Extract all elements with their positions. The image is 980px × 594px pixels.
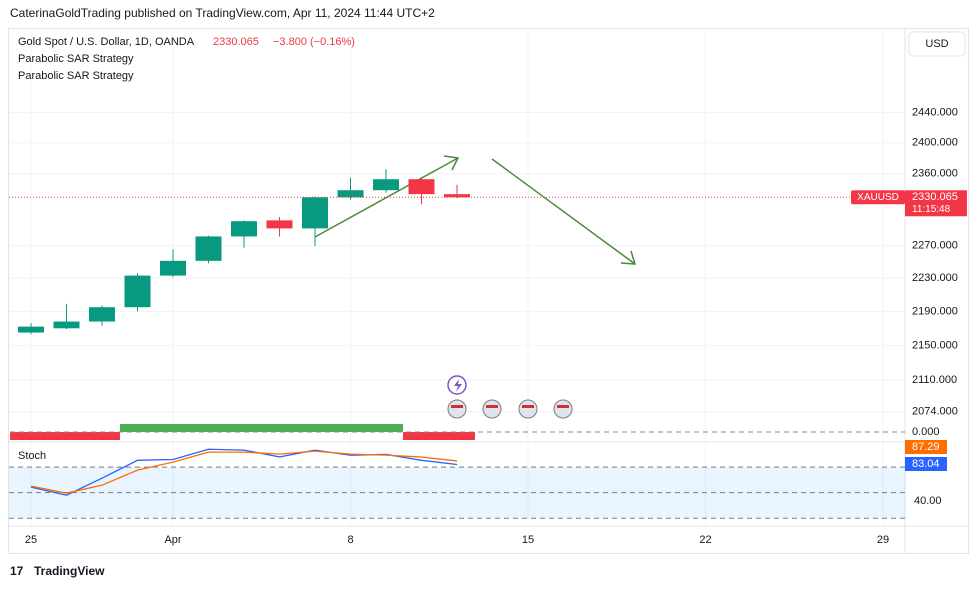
strategy-strip [10,424,905,440]
y-tick-label: 2440.000 [912,106,958,118]
candle-body [373,179,399,191]
x-tick-label: 8 [347,534,353,546]
stoch-line [30,450,458,494]
indicator-label: Parabolic SAR Strategy [18,53,134,65]
candle-body [266,220,293,229]
brand: TradingView [34,564,105,578]
candle-body [195,236,222,261]
publisher-line: CaterinaGoldTrading published on Trading… [10,6,435,20]
candle-body [444,194,470,198]
price-label-bg [905,190,967,217]
y-tick-label: 2110.000 [912,374,957,386]
stoch-k-label: 83.04 [912,458,940,470]
candle-body [302,197,328,229]
x-tick-label: 25 [25,534,37,546]
stoch-d-label: 87.29 [912,441,940,453]
candle-body [337,190,364,198]
candle-body [408,179,435,195]
y-tick-label: 2400.000 [912,137,958,149]
strategy-value: 0.000 [912,426,940,438]
stoch-d-label-bg [905,440,947,454]
x-tick-label: 15 [522,534,534,546]
candle-body [124,275,151,308]
drawing-arrows [314,155,637,265]
x-tick-label: 22 [699,534,711,546]
chart-title: Gold Spot / U.S. Dollar, 1D, OANDA [18,36,195,48]
y-tick-label: 2360.000 [912,168,958,180]
y-tick-label: 2150.000 [912,339,958,351]
stoch-k-label-bg [905,457,947,471]
stoch-band [9,467,905,519]
price-label: 2330.065 [912,191,958,203]
stoch-line [30,448,458,496]
stoch-title: Stoch [18,450,46,462]
brand-logo: 17 [10,564,24,578]
candle-body [89,307,115,322]
x-tick-label: 29 [877,534,889,546]
x-tick-label: Apr [164,534,181,546]
currency[interactable]: USD [925,38,948,50]
candle-body [160,260,186,276]
candle-body [53,321,80,329]
y-tick-label: 2230.000 [912,272,958,284]
y-tick-label: 2270.000 [912,239,958,251]
header-price: 2330.065 [213,36,259,48]
y-tick-label: 2074.000 [912,406,958,418]
symbol-label-bg [851,190,905,205]
candle-body [18,326,44,333]
currency-button[interactable] [908,31,966,57]
countdown: 11:15:48 [912,204,951,215]
event-icons [447,375,573,419]
symbol-label: XAUUSD [857,192,899,203]
candle-body [231,221,257,237]
header-change: −3.800 (−0.16%) [273,36,355,48]
y-tick-label: 2190.000 [912,305,958,317]
indicator-label: Parabolic SAR Strategy [18,70,134,82]
chart-frame [8,28,969,554]
y2-tick-label: 40.00 [914,495,942,507]
